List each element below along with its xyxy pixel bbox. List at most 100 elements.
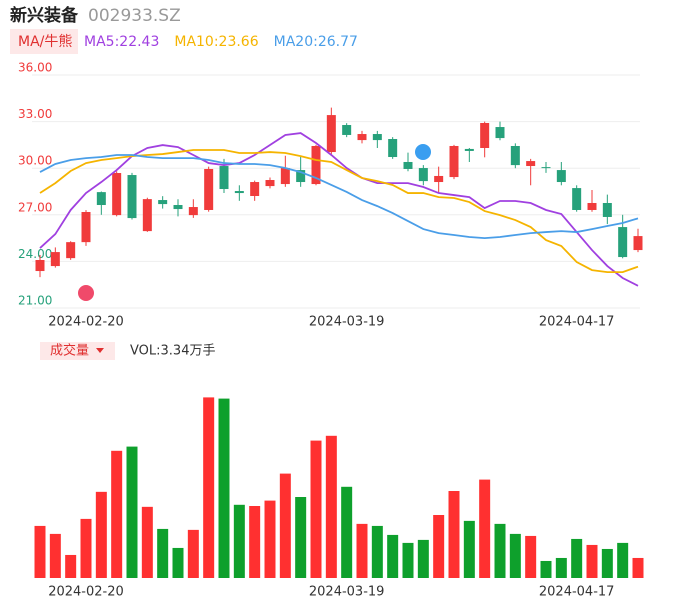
volume-bar <box>371 525 383 578</box>
x-tick-label: 2024-02-20 <box>48 315 124 330</box>
volume-bar <box>402 542 414 578</box>
x-tick-label: 2024-03-19 <box>309 315 385 330</box>
volume-bar <box>233 504 245 578</box>
candle-body <box>464 148 474 151</box>
volume-bar <box>172 547 184 578</box>
volume-bar <box>249 506 261 578</box>
ma-legend: MA20:26.77 <box>274 34 358 50</box>
volume-bar <box>65 554 77 578</box>
candle-body <box>556 170 566 183</box>
candle-body <box>219 166 229 190</box>
candle-body <box>66 242 76 259</box>
candle-body <box>142 199 152 232</box>
volume-bar <box>279 473 291 578</box>
volume-bar <box>34 525 46 578</box>
ma-line <box>39 154 639 240</box>
volume-bar <box>95 491 107 578</box>
x-tick-label: 2024-04-17 <box>539 315 615 330</box>
volume-bar <box>111 450 123 578</box>
candle-body <box>633 236 643 251</box>
volume-bar <box>494 523 506 578</box>
volume-bar <box>356 523 368 578</box>
volume-bar <box>387 534 399 578</box>
volume-bar <box>417 539 429 578</box>
candle-body <box>296 170 306 183</box>
volume-bar <box>49 533 61 578</box>
candle-body <box>388 138 398 158</box>
candle-body <box>480 122 490 149</box>
volume-title[interactable]: 成交量 <box>50 343 89 359</box>
volume-bar <box>295 497 307 578</box>
volume-bar <box>157 528 169 578</box>
indicator-name[interactable]: MA/牛熊 <box>18 34 72 50</box>
candle-body <box>541 167 551 169</box>
volume-bar <box>325 435 337 578</box>
candle-body <box>234 191 244 194</box>
volume-bar <box>555 557 567 578</box>
volume-bar <box>218 398 230 578</box>
x-tick-label: 2024-02-20 <box>48 585 124 600</box>
candle-body <box>35 260 45 272</box>
volume-bar <box>632 557 644 578</box>
indicator-tab[interactable] <box>10 29 78 54</box>
y-tick-label: 24.00 <box>18 247 52 261</box>
y-tick-label: 30.00 <box>18 154 52 168</box>
volume-bar <box>264 500 276 578</box>
volume-bar <box>571 538 583 578</box>
signal-badge <box>78 144 431 301</box>
y-tick-label: 36.00 <box>18 61 52 75</box>
candle-body <box>204 168 214 210</box>
candle-body <box>572 188 582 210</box>
volume-bar <box>187 529 199 578</box>
volume-bar <box>463 520 475 578</box>
candle-body <box>618 227 628 258</box>
candle-body <box>81 212 91 243</box>
x-tick-label: 2024-03-19 <box>309 585 385 600</box>
volume-bar <box>126 446 138 578</box>
candle-body <box>342 125 352 135</box>
candle-body <box>510 145 520 166</box>
volume-bar <box>509 533 521 578</box>
candle-body <box>526 161 536 167</box>
volume-label: VOL:3.34万手 <box>130 344 215 359</box>
candle-body <box>250 182 260 197</box>
candle-body <box>50 252 60 267</box>
volume-bar <box>540 560 552 578</box>
volume-bar <box>601 548 613 578</box>
volume-bar <box>479 479 491 578</box>
candle-body <box>403 161 413 169</box>
candle-body <box>587 202 597 210</box>
candle-body <box>434 175 444 183</box>
stock-name: 新兴装备 <box>10 5 79 26</box>
candle-body <box>112 173 122 216</box>
candle-body <box>265 180 275 187</box>
volume-bar <box>525 535 537 578</box>
candle-body <box>418 168 428 182</box>
volume-bar <box>203 397 215 578</box>
stock-code: 002933.SZ <box>88 6 181 26</box>
ma-legend: MA5:22.43 <box>84 34 159 50</box>
x-tick-label: 2024-04-17 <box>539 585 615 600</box>
candle-body <box>280 168 290 185</box>
volume-bar <box>617 542 629 578</box>
volume-bar <box>310 440 322 578</box>
volume-tab[interactable] <box>40 342 115 360</box>
volume-bar <box>80 518 92 578</box>
volume-bar <box>433 515 445 578</box>
volume-bar <box>141 506 153 578</box>
candle-body <box>96 192 106 206</box>
candle-body <box>127 175 137 219</box>
candle-body <box>188 207 198 216</box>
candle-body <box>158 200 168 205</box>
y-tick-label: 27.00 <box>18 200 52 214</box>
candle-body <box>602 202 612 217</box>
candle-body <box>495 127 505 139</box>
ma-line <box>39 132 639 287</box>
volume-bar <box>341 486 353 578</box>
y-tick-label: 21.00 <box>18 294 52 308</box>
y-tick-label: 33.00 <box>18 107 52 121</box>
dropdown-arrow[interactable] <box>96 348 104 353</box>
candle-body <box>449 145 459 178</box>
candle-body <box>357 134 367 141</box>
